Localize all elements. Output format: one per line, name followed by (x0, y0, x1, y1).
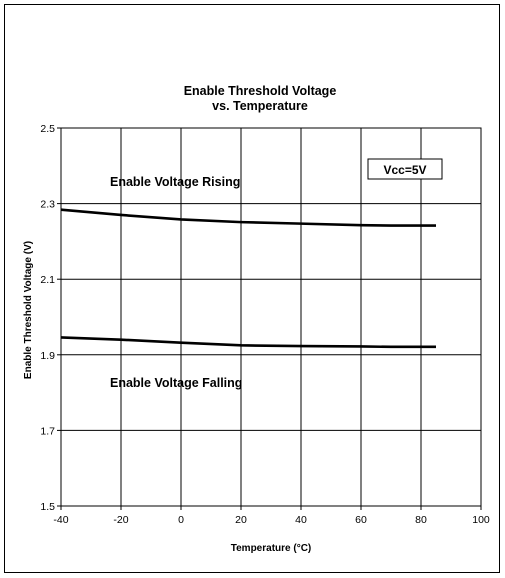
chart-title-line1: Enable Threshold Voltage (184, 84, 337, 98)
annotation-rising: Enable Voltage Rising (110, 175, 240, 189)
x-tick-label: 100 (472, 514, 490, 526)
plot-area-border (60, 127, 482, 507)
x-tick-label: 0 (178, 514, 184, 526)
condition-box-border (367, 158, 443, 180)
x-axis-label: Temperature (°C) (231, 543, 312, 554)
x-tick-label: 20 (235, 514, 247, 526)
tick-labels: -40 -20 0 20 40 60 80 100 1.5 1.7 1.9 2.1 2.3 2.5 (40, 123, 490, 526)
condition-label: Vcc=5V (383, 163, 426, 177)
series-line-rising (60, 208, 436, 227)
y-tick-label: 1.9 (40, 350, 55, 362)
x-tick-label: -40 (53, 514, 68, 526)
y-tick-label: 1.7 (40, 425, 55, 437)
chart-frame (4, 4, 500, 573)
series-lines (60, 208, 436, 349)
y-tick-label: 1.5 (40, 501, 55, 513)
y-tick-label: 2.1 (40, 274, 55, 286)
series-line-falling (60, 336, 436, 349)
y-axis-label: Enable Threshold Voltage (V) (23, 241, 34, 379)
x-tick-label: 40 (295, 514, 307, 526)
x-tick-label: -20 (113, 514, 128, 526)
chart-title-line2: vs. Temperature (212, 99, 308, 113)
y-tick-label: 2.5 (40, 123, 55, 135)
x-tick-label: 60 (355, 514, 367, 526)
y-tick-label: 2.3 (40, 199, 55, 211)
x-tick-label: 80 (415, 514, 427, 526)
annotation-falling: Enable Voltage Falling (110, 376, 242, 390)
condition-box: Vcc=5V (367, 158, 443, 180)
